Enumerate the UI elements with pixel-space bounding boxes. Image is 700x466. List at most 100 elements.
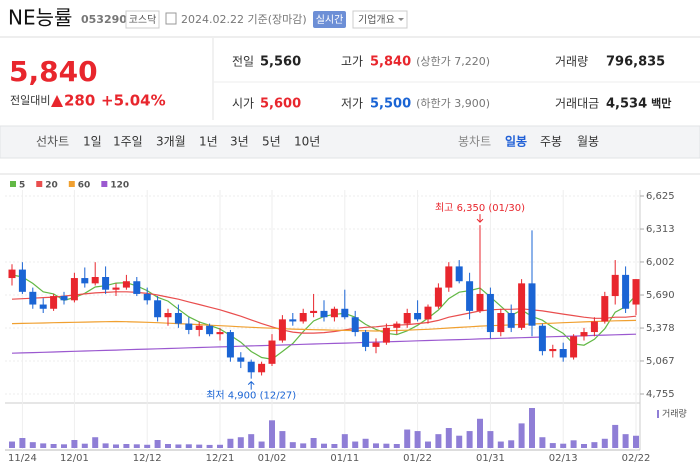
candle-body — [60, 296, 68, 301]
volume-bar — [102, 443, 109, 448]
overview-button[interactable] — [352, 10, 408, 29]
volume-bar — [175, 444, 182, 448]
stat-value: 5,600 — [260, 97, 301, 112]
candle-body — [538, 325, 546, 352]
x-tick-label: 11/24 — [8, 453, 37, 464]
stat-value: 5,560 — [260, 55, 301, 70]
candle-body — [424, 306, 432, 320]
volume-bar — [206, 444, 213, 448]
tab[interactable]: 1주일 — [113, 135, 143, 149]
volume-bar — [269, 420, 275, 448]
tab[interactable]: 3개월 — [156, 135, 186, 149]
tabs: 선차트 1일 1주일 3개월 1년 3년 5년 10년 봉차트 일봉 주봉 월봉 — [36, 135, 599, 149]
volume-bar — [123, 444, 130, 448]
change-label: 전일대비 — [10, 93, 50, 107]
tab[interactable]: 주봉 — [540, 135, 562, 149]
tab[interactable]: 일봉 — [505, 135, 527, 149]
candle-body — [341, 308, 349, 318]
candle-body — [528, 283, 536, 326]
realtime: 실시간 — [316, 14, 344, 26]
change: 280 — [64, 92, 95, 110]
tab[interactable]: 5년 — [262, 135, 281, 149]
low-annotation: 최저 4,900 (12/27) — [206, 390, 296, 402]
candle-body — [154, 300, 162, 318]
market-badge — [125, 10, 160, 29]
candle-body — [102, 277, 110, 290]
y-tick-label: 5,378 — [646, 323, 675, 334]
legend-swatch — [10, 181, 16, 187]
volume-bar — [435, 434, 442, 448]
volume-bar — [310, 438, 317, 448]
realtime-button[interactable] — [313, 11, 346, 28]
candle-body — [351, 317, 359, 333]
tab[interactable]: 월봉 — [577, 135, 599, 149]
volume-bar — [196, 444, 203, 448]
volume-bar — [248, 434, 255, 448]
volume-bar — [518, 423, 525, 448]
x-tick-label: 12/01 — [60, 453, 89, 464]
volume-bar — [549, 443, 556, 448]
candle-body — [414, 313, 422, 320]
tab[interactable]: 3년 — [230, 135, 249, 149]
candle-body — [247, 361, 255, 373]
volume-bar — [29, 442, 36, 448]
volume-bar — [19, 438, 26, 448]
candle-body — [185, 323, 193, 330]
x-tick-label: 01/22 — [403, 453, 432, 464]
x-tick-label: 02/13 — [549, 453, 578, 464]
stat-label: 거래량 — [555, 55, 588, 69]
volume-bar — [456, 435, 463, 448]
volume-bar — [279, 431, 286, 448]
candle-body — [382, 327, 390, 343]
date: 2024.02.22 기준(장마감) — [181, 13, 307, 26]
volume-bar — [92, 437, 99, 448]
candle-body — [289, 319, 297, 322]
candle-body — [403, 313, 411, 324]
x-tick-label: 12/21 — [206, 453, 235, 464]
high-annotation: 최고 6,350 (01/30) — [435, 202, 525, 214]
candle-body — [268, 340, 276, 364]
candle-body — [320, 310, 328, 318]
candle-body — [174, 313, 182, 324]
chart: 5 20 60 120 4,755 5,067 5,378 5,690 6,002 6,313 6,… — [5, 181, 687, 464]
candle-body — [299, 313, 307, 322]
volume-bar — [185, 444, 192, 448]
ma-line — [11, 333, 637, 354]
tab[interactable]: 10년 — [294, 135, 320, 149]
candle-body — [91, 277, 99, 284]
candle-body — [476, 293, 484, 311]
volume-bar — [466, 431, 473, 448]
volume-bar — [487, 431, 494, 448]
up-triangle — [51, 95, 63, 107]
volume-bar — [612, 424, 619, 448]
candle-body — [632, 279, 640, 305]
candle-body — [518, 283, 526, 328]
volume-bar — [373, 443, 379, 448]
tab[interactable]: 1일 — [83, 135, 102, 149]
volume-bar — [539, 437, 546, 448]
market: 코스닥 — [129, 14, 157, 26]
volume-bar — [591, 442, 598, 448]
volume-bar — [321, 443, 327, 448]
volume-bar — [50, 444, 57, 448]
dropdown-arrow — [398, 18, 404, 21]
legend-swatch — [68, 181, 75, 187]
annotation-arrow — [476, 214, 484, 223]
stock-name: NE능률 — [8, 6, 72, 30]
volume-bar — [40, 443, 47, 448]
volume-bar — [581, 444, 587, 448]
volume-bar — [601, 438, 608, 448]
volume-bar — [61, 444, 67, 448]
volume-bar — [560, 443, 567, 448]
volume-label: 거래량 — [662, 408, 687, 420]
price: 5,840 — [9, 55, 98, 88]
volume-bar — [414, 431, 421, 448]
stat-label: 거래대금 — [555, 97, 599, 111]
candle-body — [278, 319, 286, 341]
tab[interactable]: 1년 — [199, 135, 218, 149]
legend-label: 60 — [78, 181, 91, 191]
candle-body — [507, 313, 515, 328]
candle-body — [133, 281, 141, 294]
volume-bar — [404, 429, 411, 448]
